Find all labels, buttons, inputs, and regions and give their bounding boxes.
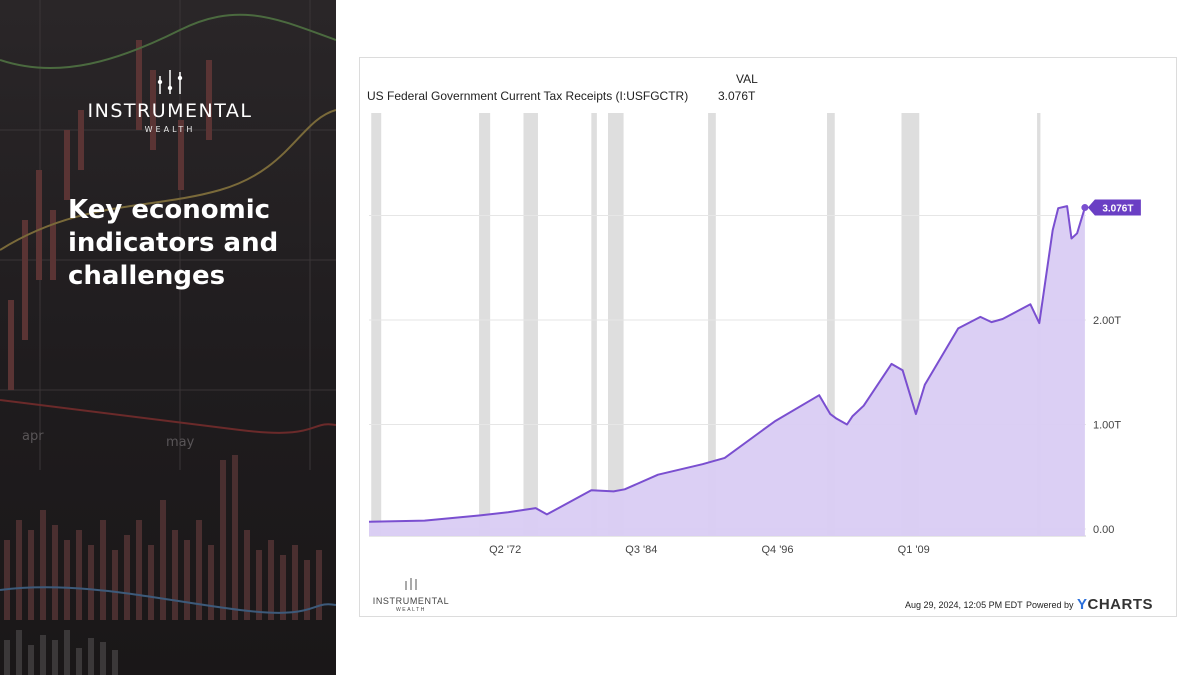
slide-headline: Key economic indicators and challenges [68,195,279,291]
series-title: US Federal Government Current Tax Receip… [367,89,689,103]
footer-logo-tuning-forks-icon [405,578,417,590]
bg-month-label-may: may [166,435,195,450]
ycharts-brand[interactable]: YCHARTS [1077,596,1153,613]
series-latest-value: 3.076T [718,89,756,103]
series-line [368,205,1086,523]
powered-by-label: Powered by [1026,600,1074,610]
recession-band-5 [708,113,716,536]
x-tick-label: Q3 '84 [625,544,657,556]
x-tick-label: Q1 '09 [898,544,930,556]
y-tick-label: 2.00T [1093,315,1121,327]
last-value-marker [1081,204,1089,212]
recession-band-4 [608,113,624,536]
y-tick-label: 0.00 [1093,524,1114,536]
recession-band-6 [826,113,835,536]
footer-logo: INSTRUMENTAL WEALTH [370,577,452,613]
recession-band-2 [523,113,538,536]
last-value-callout [1087,199,1141,216]
last-value-label: 3.076T [1102,204,1133,215]
ycharts-brand-name: CHARTS [1087,596,1154,613]
ycharts-brand-initial: Y [1077,596,1088,613]
bg-month-label-apr: apr [22,429,44,444]
sidebar-background-chart-graphic: apr may [0,0,336,675]
y-tick-label: 1.00T [1093,420,1121,432]
recession-band-3 [591,113,597,536]
logo-name: INSTRUMENTAL [87,100,253,122]
x-tick-label: Q4 '96 [761,544,793,556]
footer-logo-subtitle: WEALTH [395,607,427,613]
sidebar-logo: INSTRUMENTAL WEALTH [82,68,258,134]
footer-logo-name: INSTRUMENTAL [372,596,450,606]
sidebar-panel: apr may [0,0,336,675]
chart-timestamp: Aug 29, 2024, 12:05 PM EDT [905,600,1023,610]
x-tick-label: Q2 '72 [489,544,521,556]
recession-band-0 [371,113,382,536]
logo-subtitle: WEALTH [144,125,196,134]
recession-band-1 [479,113,491,536]
logo-tuning-forks-icon [157,70,183,94]
value-column-header: VAL [736,72,758,86]
series-area-fill [369,206,1085,536]
